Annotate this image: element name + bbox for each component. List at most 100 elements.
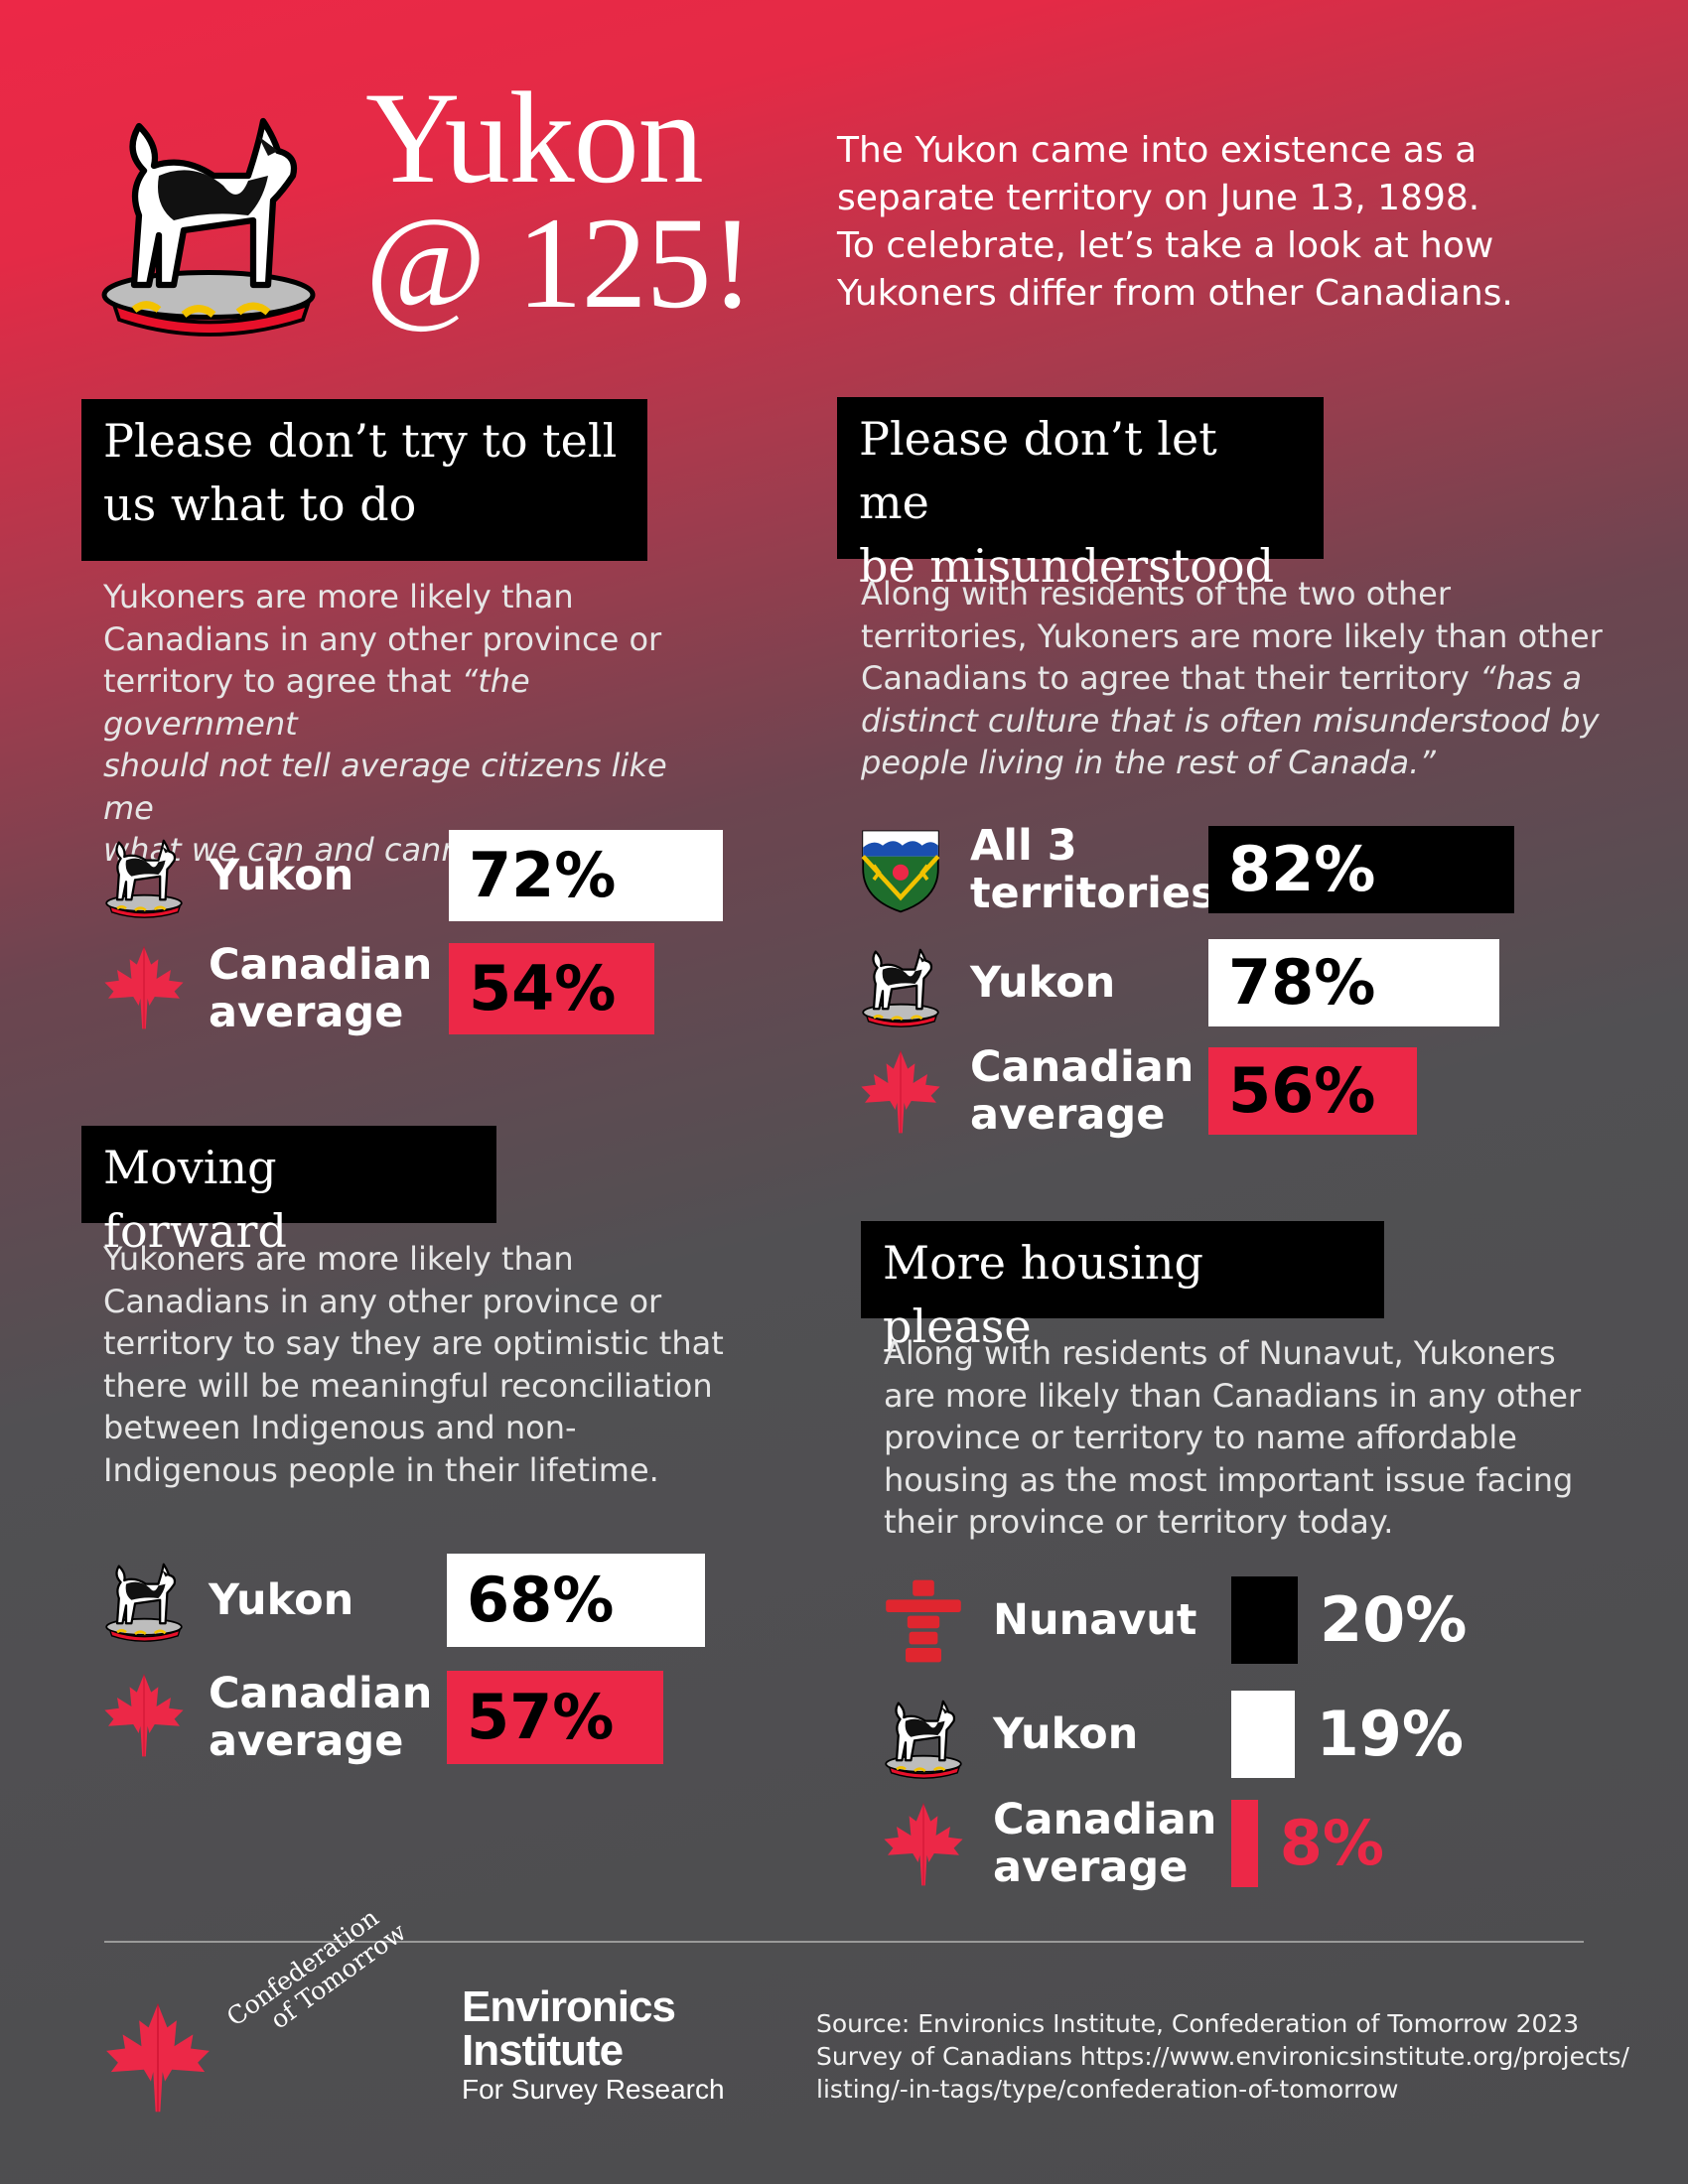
desc-quote: “has a: [1479, 659, 1583, 697]
desc-line: people living in the rest of Canada.”: [861, 742, 1635, 784]
desc-line: there will be meaningful reconciliation: [103, 1366, 713, 1405]
heading-line: Please don’t try to tell: [103, 414, 618, 468]
intro-line: Yukoners differ from other Canadians.: [837, 273, 1513, 314]
bar-label-line: Yukon: [209, 1575, 354, 1625]
bar-label-line: Canadian: [993, 1795, 1217, 1844]
bar: [1208, 1047, 1417, 1135]
desc-line: Canadians in any other province or: [103, 619, 662, 658]
desc-plain: Canadians to agree that their territory: [861, 659, 1480, 697]
cot-logo-text: Confederation of Tomorrow: [187, 1895, 411, 2080]
husky-emblem-icon: [879, 1691, 968, 1780]
desc-line: Yukoners are more likely than: [103, 1240, 574, 1278]
heading-line: Please don’t let me: [859, 412, 1217, 529]
bar-label-line: average: [209, 988, 404, 1037]
desc-line: between Indigenous and non-: [103, 1409, 577, 1446]
husky-emblem-icon: [99, 830, 189, 919]
yukon-emblem: [79, 91, 338, 340]
maple-leaf-icon: [99, 943, 189, 1032]
bar-value-label: 20%: [1320, 1583, 1468, 1656]
source-line: Source: Environics Institute, Confederat…: [816, 2009, 1580, 2038]
bar-value-label: 19%: [1316, 1698, 1465, 1770]
maple-leaf-icon: [856, 1047, 945, 1137]
bar-label: All 3 territories: [970, 822, 1216, 917]
bar-label: Yukon: [209, 1576, 353, 1624]
bar-label-line: average: [993, 1843, 1189, 1892]
desc-quote: should not tell average citizens like me: [103, 747, 667, 827]
desc-plain: territory to agree that: [103, 662, 462, 700]
environics-institute-logo: Environics Institute For Survey Research: [462, 1985, 760, 2107]
maple-leaf-icon: [99, 1671, 189, 1760]
bar-value-label: 8%: [1279, 1807, 1385, 1879]
bar-value-label: 57%: [467, 1681, 615, 1753]
heading-line: Moving forward: [103, 1141, 287, 1258]
section-heading-misunderstood: Please don’t let me be misunderstood: [837, 397, 1324, 593]
env-logo-line: Institute: [462, 2026, 624, 2075]
desc-line: Canadians to agree that their territory …: [861, 657, 1635, 700]
bar-value-label: 72%: [469, 839, 617, 911]
desc-line: Along with residents of the two other: [861, 575, 1451, 613]
desc-quote: distinct culture that is often misunders…: [861, 701, 1600, 740]
husky-emblem-icon: [99, 1554, 189, 1643]
bar-label-line: Canadian: [209, 940, 433, 990]
section-heading-moving-forward: Moving forward: [81, 1126, 496, 1258]
bar-label-line: Yukon: [993, 1709, 1139, 1759]
bar-label: Nunavut: [993, 1596, 1196, 1644]
intro-line: The Yukon came into existence as a: [837, 130, 1477, 171]
bar-label-line: average: [209, 1716, 404, 1766]
bar: [1231, 1576, 1298, 1664]
desc-line: Along with residents of Nunavut, Yukoner…: [884, 1334, 1556, 1372]
confederation-of-tomorrow-logo: Confederation of Tomorrow: [99, 1903, 411, 2124]
desc-line: their province or territory today.: [884, 1503, 1394, 1541]
heading-line: us what to do: [103, 478, 417, 531]
bar-label: Canadian average: [209, 941, 432, 1036]
bar-label-line: Nunavut: [993, 1595, 1197, 1645]
desc-line: should not tell average citizens like me: [103, 745, 719, 829]
bar-value-label: 82%: [1228, 833, 1376, 905]
bar-label-line: territories: [970, 869, 1216, 918]
section-description: Yukoners are more likely than Canadians …: [103, 1238, 739, 1491]
desc-quote: people living in the rest of Canada.”: [861, 744, 1436, 781]
page-title: Yukon @ 125!: [365, 72, 755, 329]
source-line: Survey of Canadians https://www.environi…: [816, 2042, 1629, 2071]
desc-line: distinct culture that is often misunders…: [861, 700, 1635, 743]
bar-value-label: 56%: [1228, 1054, 1376, 1127]
maple-leaf-icon: [99, 1999, 216, 2116]
desc-line: Yukoners are more likely than: [103, 578, 574, 615]
section-heading-tell-us: Please don’t try to tell us what to do: [81, 399, 647, 561]
desc-line: Canadians in any other province or: [103, 1282, 662, 1320]
maple-leaf-icon: [879, 1800, 968, 1889]
section-description: Along with residents of Nunavut, Yukoner…: [884, 1332, 1618, 1544]
bar-label-line: Canadian: [970, 1042, 1195, 1092]
desc-line: territories, Yukoners are more likely th…: [861, 616, 1603, 655]
source-citation: Source: Environics Institute, Confederat…: [816, 2007, 1660, 2106]
bar-label: Canadian average: [209, 1670, 432, 1765]
bar-label: Canadian average: [993, 1796, 1216, 1891]
section-heading-housing: More housing please: [861, 1221, 1384, 1353]
intro-text: The Yukon came into existence as a separ…: [837, 127, 1631, 318]
heading-line: More housing please: [883, 1236, 1203, 1353]
desc-line: territory to say they are optimistic tha…: [103, 1324, 724, 1362]
bar-label: Yukon: [993, 1710, 1138, 1758]
husky-emblem-icon: [856, 939, 945, 1028]
bar-label-line: average: [970, 1090, 1166, 1140]
intro-line: To celebrate, let’s take a look at how: [837, 225, 1494, 266]
desc-line: housing as the most important issue faci…: [884, 1460, 1574, 1499]
bar: [447, 1554, 706, 1647]
bar: [1231, 1800, 1258, 1887]
env-logo-line: Environics: [462, 1982, 676, 2031]
desc-line: province or territory to name affordable: [884, 1419, 1517, 1456]
bar: [449, 830, 723, 921]
source-line: listing/-in-tags/type/confederation-of-t…: [816, 2075, 1399, 2104]
inukshuk-icon: [879, 1576, 968, 1666]
bar: [447, 1671, 664, 1764]
intro-line: separate territory on June 13, 1898.: [837, 178, 1480, 218]
bar: [1208, 826, 1514, 913]
bar-label-line: Yukon: [209, 851, 354, 900]
bar-label: Yukon: [970, 959, 1115, 1007]
bar-label: Canadian average: [970, 1043, 1194, 1139]
env-logo-tagline: For Survey Research: [462, 2074, 725, 2105]
cot-logo-line: Confederation: [221, 1902, 384, 2032]
bar-value-label: 68%: [467, 1564, 615, 1636]
bar: [449, 943, 654, 1034]
bar: [1208, 939, 1499, 1026]
